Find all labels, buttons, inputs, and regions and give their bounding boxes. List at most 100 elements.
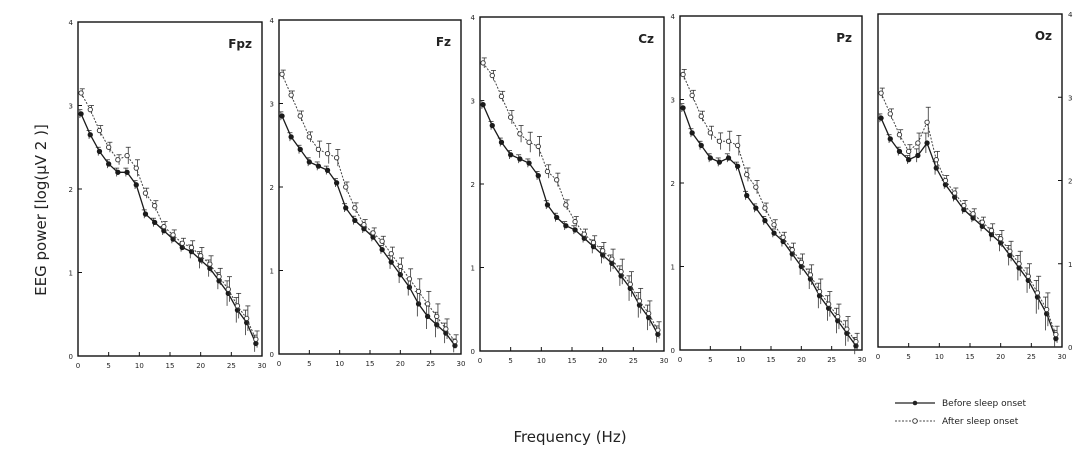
x-tick-label: 20 [396, 360, 405, 368]
y-tick-label: 3 [270, 101, 274, 109]
x-tick-label: 0 [277, 360, 281, 368]
data-point [253, 336, 259, 342]
data-point [306, 159, 312, 165]
panel-fz: Fz 0 5 10 15 20 25 30 0 1 2 3 4 [270, 17, 466, 368]
data-point [744, 171, 750, 178]
data-point [517, 156, 523, 162]
x-tick-label: 0 [876, 353, 880, 361]
data-point [152, 219, 158, 226]
data-point [508, 152, 514, 158]
y-tick-label: 3 [1068, 94, 1072, 102]
data-point [1016, 261, 1022, 267]
data-point [725, 138, 732, 144]
data-point [179, 240, 185, 246]
y-tick-label: 3 [671, 97, 675, 105]
data-point [535, 143, 541, 150]
data-point [415, 288, 422, 295]
data-point [443, 326, 449, 332]
x-tick-label: 15 [966, 353, 975, 361]
series-before [77, 109, 259, 352]
y-tick-label: 0 [471, 348, 475, 356]
y-tick-label: 3 [471, 98, 475, 106]
panel-cz: Cz 0 5 10 15 20 25 30 0 1 2 3 4 [471, 14, 669, 365]
data-point [544, 202, 551, 208]
data-point [734, 142, 741, 149]
x-tick-label: 30 [660, 357, 669, 365]
x-tick-label: 10 [335, 360, 344, 368]
data-point [333, 180, 340, 186]
data-point [1034, 290, 1041, 296]
data-point [998, 236, 1004, 242]
y-tick-label: 2 [471, 181, 475, 189]
y-tick-label: 2 [270, 184, 274, 192]
y-tick-label: 0 [270, 351, 274, 359]
x-tick-label: 10 [736, 356, 745, 364]
data-point [554, 214, 560, 221]
y-tick-label: 0 [671, 347, 675, 355]
data-point [1053, 331, 1059, 338]
x-tick-label: 20 [196, 362, 205, 370]
data-point [480, 60, 486, 66]
data-point [397, 263, 403, 269]
series-before [679, 103, 859, 355]
data-point [961, 202, 967, 209]
panel-label: Pz [836, 31, 852, 45]
panel-label: Fpz [228, 37, 252, 51]
data-point [680, 105, 686, 111]
data-point [388, 251, 394, 257]
data-point [906, 157, 912, 163]
data-point [798, 259, 804, 265]
legend-marker-before [912, 400, 918, 406]
x-tick-label: 15 [166, 362, 175, 370]
data-point [887, 111, 893, 117]
data-point [198, 253, 204, 259]
series-line [482, 62, 659, 331]
y-tick-label: 4 [471, 14, 476, 22]
data-point [572, 227, 578, 233]
data-point [234, 303, 241, 309]
x-tick-label: 20 [797, 356, 806, 364]
data-point [315, 163, 322, 169]
data-point [333, 155, 340, 161]
data-point [896, 148, 903, 155]
data-point [887, 136, 893, 142]
data-point [942, 177, 949, 184]
data-point [170, 232, 176, 238]
data-point [489, 72, 495, 79]
data-point [689, 92, 695, 98]
data-point [315, 146, 322, 153]
y-tick-label: 4 [1068, 11, 1073, 19]
data-point [388, 259, 394, 265]
panel-frame [877, 13, 1063, 348]
data-point [133, 182, 139, 188]
data-point [609, 256, 615, 262]
x-tick-label: 10 [537, 357, 546, 365]
data-point [324, 167, 331, 173]
data-point [96, 127, 103, 134]
data-point [698, 113, 704, 119]
y-tick-label: 3 [69, 103, 73, 111]
data-point [618, 269, 624, 275]
y-tick-label: 0 [69, 353, 73, 361]
x-tick-label: 30 [258, 362, 267, 370]
x-tick-label: 25 [426, 360, 435, 368]
series-before [278, 111, 458, 353]
data-point [979, 219, 985, 225]
y-tick-label: 1 [471, 265, 475, 273]
data-point [716, 138, 723, 144]
data-point [188, 244, 195, 251]
y-tick-label: 2 [1068, 178, 1072, 186]
data-point [1025, 273, 1031, 279]
data-point [115, 169, 121, 175]
series-after [480, 57, 662, 339]
x-tick-label: 30 [1058, 353, 1067, 361]
data-point [207, 261, 213, 267]
data-point [535, 172, 541, 179]
series-line [80, 92, 257, 340]
data-point [771, 222, 777, 228]
data-point [115, 157, 121, 163]
y-tick-label: 4 [69, 19, 74, 27]
data-point [78, 90, 84, 96]
x-tick-label: 5 [906, 353, 910, 361]
